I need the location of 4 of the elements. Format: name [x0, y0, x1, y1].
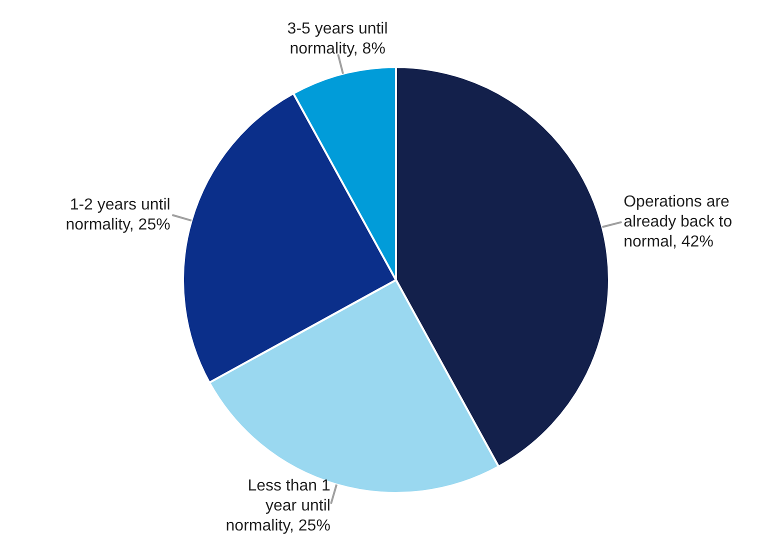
slice-label: 3-5 years until normality, 8% [287, 20, 388, 58]
slice-label: 1-2 years until normality, 25% [66, 196, 170, 234]
slice-label: Operations are already back to normal, 42% [624, 194, 732, 251]
slice-label: Less than 1 year until normality, 25% [226, 478, 331, 535]
